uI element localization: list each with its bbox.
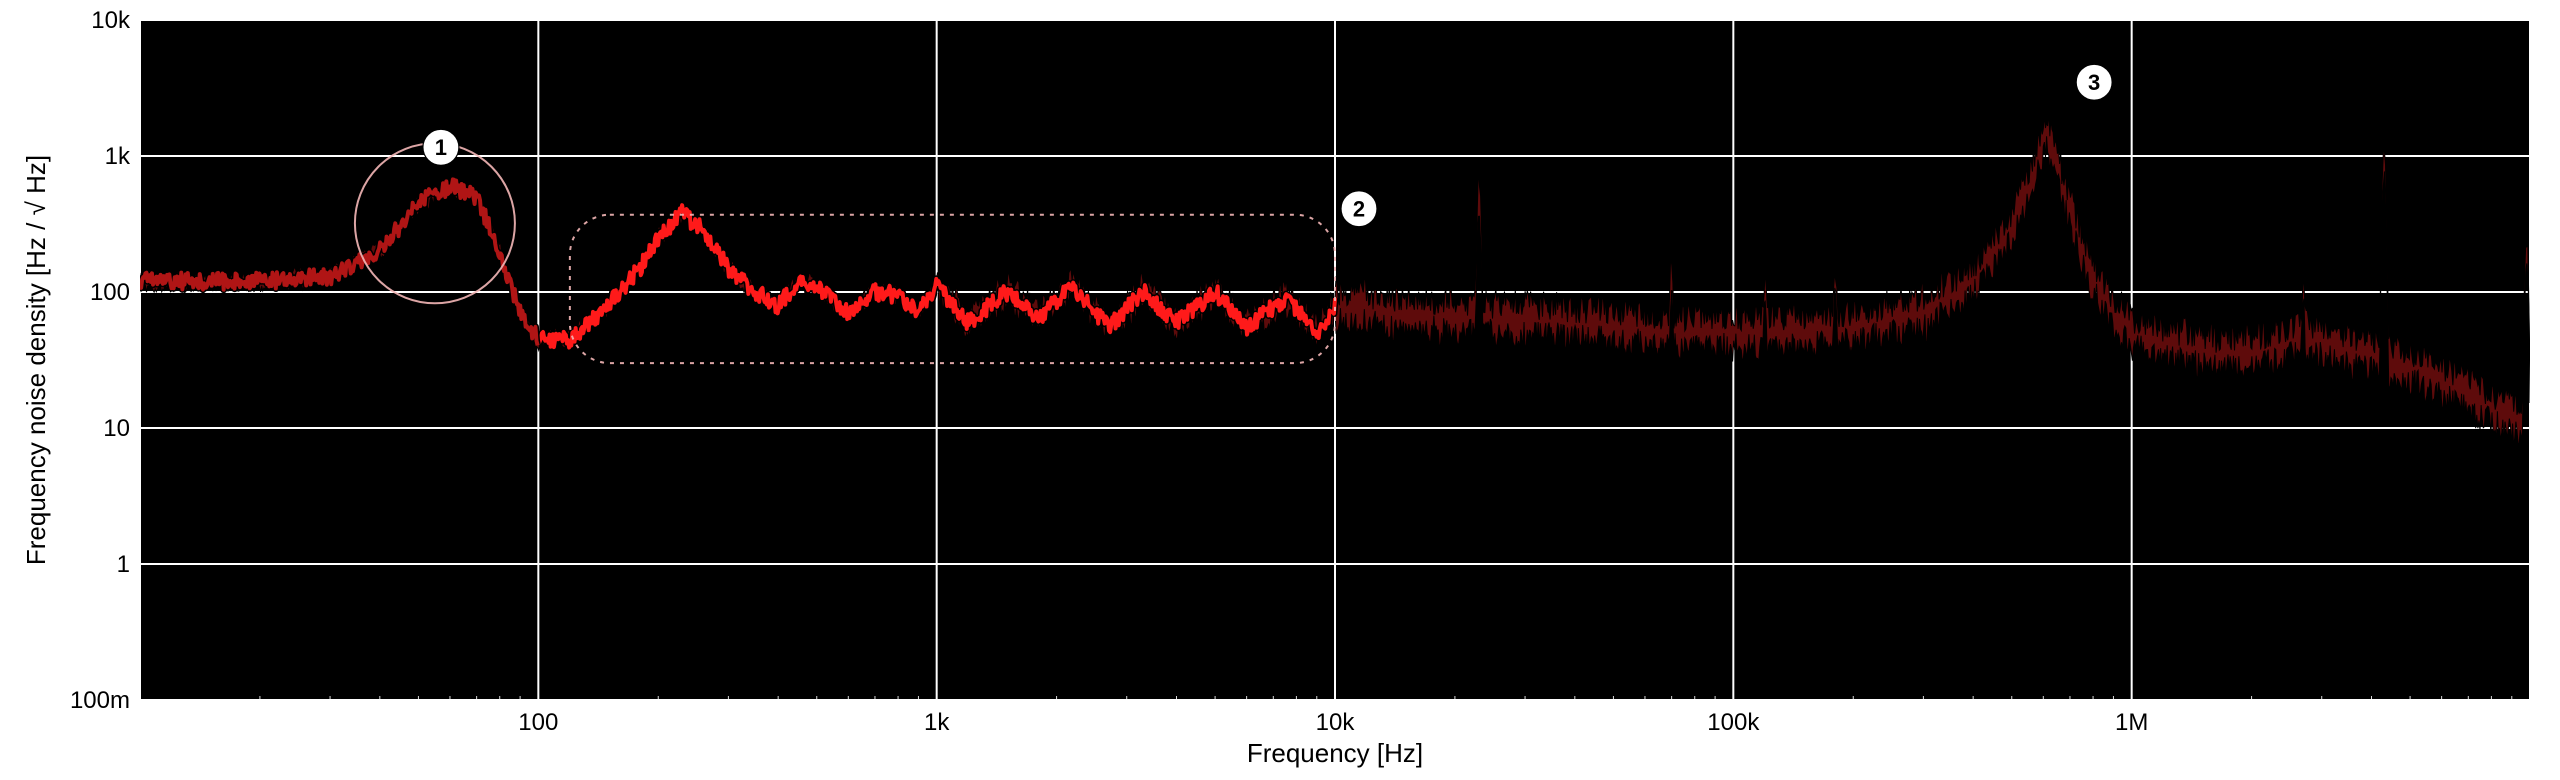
y-tick-label: 100m: [70, 687, 130, 714]
x-tick-label: 100k: [1707, 709, 1760, 736]
y-tick-label: 10: [103, 415, 130, 442]
y-tick-label: 1: [117, 551, 130, 578]
region-2-badge-label: 2: [1353, 196, 1365, 221]
y-tick-label: 1k: [105, 143, 131, 170]
x-tick-label: 1k: [924, 709, 950, 736]
region-3-badge-label: 3: [2088, 70, 2100, 95]
y-tick-label: 10k: [91, 7, 131, 34]
x-axis-label: Frequency [Hz]: [1247, 738, 1423, 768]
x-tick-label: 100: [518, 709, 558, 736]
y-tick-label: 100: [90, 279, 130, 306]
x-tick-label: 10k: [1316, 709, 1356, 736]
frequency-noise-chart: 1231001k10k100k1M100m1101001k10kFrequenc…: [0, 0, 2560, 780]
x-tick-label: 1M: [2115, 709, 2148, 736]
y-axis-label: Frequency noise density [Hz / √ Hz]: [21, 155, 51, 565]
region-1-badge-label: 1: [435, 135, 447, 160]
